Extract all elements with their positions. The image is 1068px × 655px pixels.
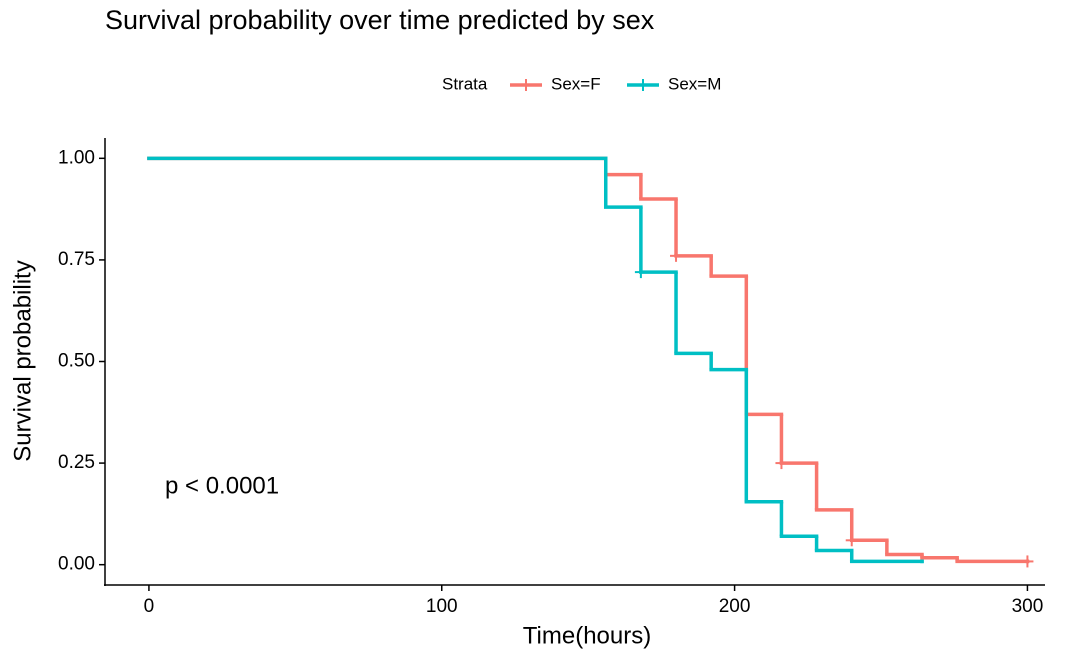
censor-mark [670,249,683,262]
y-tick-label: 0.25 [58,452,95,473]
y-axis-label: Survival probability [9,260,36,461]
annotation: p < 0.0001 [165,472,279,499]
censor-mark [1021,555,1034,568]
y-tick-label: 1.00 [58,147,95,168]
censor-mark [634,266,647,279]
censor-mark [845,534,858,547]
x-axis-label: Time(hours) [523,622,651,649]
y-tick-label: 0.50 [58,351,95,372]
legend-title: Strata [442,74,488,93]
x-tick-label: 300 [1012,596,1044,617]
x-tick-label: 200 [719,596,751,617]
chart-title: Survival probability over time predicted… [105,5,655,35]
y-tick-label: 0.00 [58,554,95,575]
censor-mark [775,457,788,470]
x-tick-label: 0 [144,596,155,617]
x-tick-label: 100 [426,596,458,617]
legend-label: Sex=F [551,74,601,93]
y-tick-label: 0.75 [58,249,95,270]
legend-label: Sex=M [668,74,721,93]
legend-plus [637,79,649,91]
legend-plus [520,79,532,91]
